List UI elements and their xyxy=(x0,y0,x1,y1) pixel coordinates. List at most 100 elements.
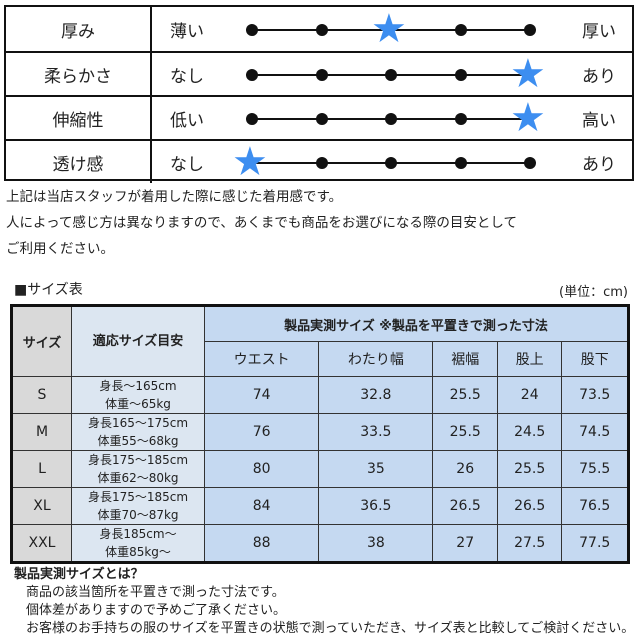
measure-cell: 32.8 xyxy=(318,376,434,414)
feel-row: 柔らかさ なし ★ あり xyxy=(6,51,632,96)
scale-dot xyxy=(385,113,397,125)
guide-cell: 身長175～185cm 体重62～80kg xyxy=(71,450,205,488)
guide-cell: 身長185cm～ 体重85kg～ xyxy=(71,524,205,563)
weight-range: 体重55～68kg xyxy=(97,434,179,448)
weight-range: 体重62～80kg xyxy=(97,471,179,485)
feel-scale: ★ xyxy=(246,7,536,51)
size-cell: XXL xyxy=(11,524,72,563)
scale-dot xyxy=(385,157,397,169)
size-cell: XL xyxy=(11,487,72,525)
scale-dot xyxy=(524,157,536,169)
weight-range: 体重～65kg xyxy=(105,397,171,411)
feel-name: 伸縮性 xyxy=(6,97,152,139)
measure-cell: 36.5 xyxy=(318,487,434,525)
feel-scale: ★ xyxy=(232,140,536,184)
feel-high-label: 高い xyxy=(582,110,616,131)
size-cell: L xyxy=(11,450,72,488)
scale-dot xyxy=(246,24,258,36)
measure-cell: 75.5 xyxy=(561,450,629,488)
feel-name: 柔らかさ xyxy=(6,53,152,95)
height-range: 身長～165cm xyxy=(99,379,177,393)
scale-dot xyxy=(454,113,467,125)
measure-cell: 24.5 xyxy=(496,413,563,451)
table-row: L 身長175～185cm 体重62～80kg 80 35 26 25.5 75.5 xyxy=(11,450,629,488)
footer-title: 製品実測サイズとは？ xyxy=(14,567,144,582)
measure-cell: 26.5 xyxy=(432,487,498,525)
feel-row: 透け感 なし ★ あり xyxy=(6,139,632,184)
weight-range: 体重70～87kg xyxy=(97,508,179,522)
table-row: XXL 身長185cm～ 体重85kg～ 88 38 27 27.5 77.5 xyxy=(11,524,629,563)
measure-cell: 73.5 xyxy=(561,376,629,414)
feel-low-label: なし xyxy=(170,66,204,87)
scale-dot xyxy=(315,113,328,125)
table-row: S 身長～165cm 体重～65kg 74 32.8 25.5 24 73.5 xyxy=(11,376,629,414)
header-measured: 製品実測サイズ ※製品を平置きで測った寸法 xyxy=(204,305,629,342)
feel-low-label: 低い xyxy=(170,110,204,131)
measure-cell: 26.5 xyxy=(496,487,563,525)
scale-dot xyxy=(315,24,328,36)
star-marker-icon: ★ xyxy=(232,139,268,185)
size-cell: S xyxy=(11,376,72,414)
measure-cell: 25.5 xyxy=(432,413,498,451)
header-size: サイズ xyxy=(11,305,72,377)
height-range: 身長165～175cm xyxy=(87,416,189,430)
measure-cell: 77.5 xyxy=(561,524,629,563)
feel-scale: ★ xyxy=(246,96,546,140)
scale-dot xyxy=(454,24,467,36)
header-guide: 適応サイズ目安 xyxy=(71,305,205,377)
note-line: ご利用ください。 xyxy=(6,241,114,257)
measure-cell: 88 xyxy=(203,524,320,563)
measure-cell: 38 xyxy=(318,524,434,563)
feel-low-label: 薄い xyxy=(170,21,204,42)
guide-cell: 身長175～185cm 体重70～87kg xyxy=(71,487,205,525)
star-marker-icon: ★ xyxy=(510,51,546,97)
measure-cell: 84 xyxy=(203,487,320,525)
height-range: 身長185cm～ xyxy=(99,527,177,541)
scale-dot xyxy=(246,69,258,81)
feel-scale: ★ xyxy=(246,52,546,96)
footer-line: 個体差がありますので予めご了承ください。 xyxy=(26,603,287,618)
note-line: 上記は当店スタッフが着用した際に感じた着用感です。 xyxy=(6,189,343,205)
height-range: 身長175～185cm xyxy=(87,490,189,504)
scale-dot xyxy=(454,69,467,81)
column-header: わたり幅 xyxy=(318,341,434,377)
fit-feel-chart: 厚み 薄い ★ 厚い 柔らかさ なし ★ あり 伸縮性 低い ★ 高い 透け感 なし … xyxy=(4,5,634,184)
table-row: XL 身長175～185cm 体重70～87kg 84 36.5 26.5 26.5 76.… xyxy=(11,487,629,525)
scale-dot xyxy=(315,69,328,81)
scale-dot xyxy=(246,113,258,125)
measure-cell: 80 xyxy=(203,450,320,488)
column-header: 裾幅 xyxy=(432,341,498,377)
guide-cell: 身長～165cm 体重～65kg xyxy=(71,376,205,414)
measure-cell: 27 xyxy=(432,524,498,563)
weight-range: 体重85kg～ xyxy=(105,545,171,559)
measure-cell: 33.5 xyxy=(318,413,434,451)
feel-name: 透け感 xyxy=(6,141,152,183)
column-header: 股上 xyxy=(496,341,563,377)
size-table: サイズ 適応サイズ目安 製品実測サイズ ※製品を平置きで測った寸法 ウエスト わた… xyxy=(10,304,630,564)
feel-name: 厚み xyxy=(6,7,152,51)
size-cell: M xyxy=(11,413,72,451)
measure-cell: 35 xyxy=(318,450,434,488)
height-range: 身長175～185cm xyxy=(87,453,189,467)
note-line: 人によって感じ方は異なりますので、あくまでも商品をお選びになる際の目安として xyxy=(6,215,517,231)
scale-dot xyxy=(454,157,467,169)
measure-cell: 76.5 xyxy=(561,487,629,525)
star-marker-icon: ★ xyxy=(510,95,546,141)
unit-label: (単位：cm) xyxy=(559,285,628,300)
size-table-title: ■サイズ表 xyxy=(14,282,83,298)
feel-high-label: あり xyxy=(582,66,616,87)
measure-cell: 74.5 xyxy=(561,413,629,451)
measure-cell: 24 xyxy=(496,376,563,414)
feel-row: 厚み 薄い ★ 厚い xyxy=(6,7,632,51)
measure-cell: 27.5 xyxy=(496,524,563,563)
measure-cell: 26 xyxy=(432,450,498,488)
feel-high-label: あり xyxy=(582,154,616,175)
scale-dot xyxy=(524,24,536,36)
table-row: M 身長165～175cm 体重55～68kg 76 33.5 25.5 24.5 74.5 xyxy=(11,413,629,451)
star-marker-icon: ★ xyxy=(371,6,407,52)
feel-row: 伸縮性 低い ★ 高い xyxy=(6,95,632,140)
footer-line: 商品の該当箇所を平置きで測った寸法です。 xyxy=(26,585,285,600)
scale-dot xyxy=(315,157,328,169)
measure-cell: 76 xyxy=(203,413,320,451)
feel-low-label: なし xyxy=(170,154,204,175)
